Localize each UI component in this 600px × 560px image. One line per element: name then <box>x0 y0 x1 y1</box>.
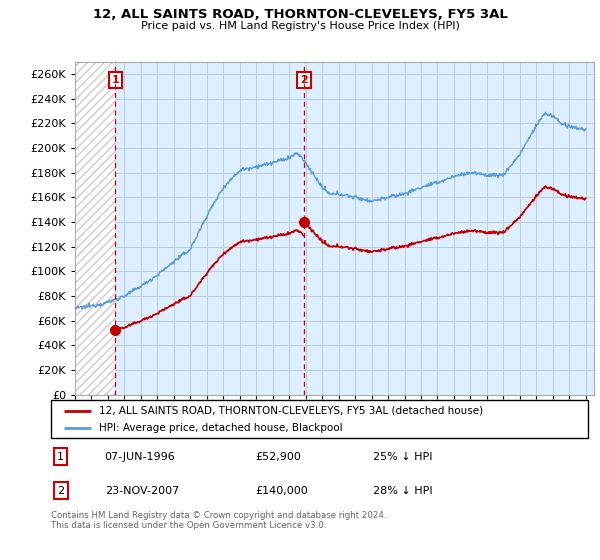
Text: £52,900: £52,900 <box>255 451 301 461</box>
Text: 23-NOV-2007: 23-NOV-2007 <box>105 486 179 496</box>
Text: 28% ↓ HPI: 28% ↓ HPI <box>373 486 433 496</box>
Text: 2: 2 <box>57 486 64 496</box>
FancyBboxPatch shape <box>51 400 588 438</box>
Text: Contains HM Land Registry data © Crown copyright and database right 2024.
This d: Contains HM Land Registry data © Crown c… <box>51 511 386 530</box>
Text: HPI: Average price, detached house, Blackpool: HPI: Average price, detached house, Blac… <box>100 423 343 433</box>
Text: 12, ALL SAINTS ROAD, THORNTON-CLEVELEYS, FY5 3AL: 12, ALL SAINTS ROAD, THORNTON-CLEVELEYS,… <box>92 8 508 21</box>
Text: £140,000: £140,000 <box>255 486 308 496</box>
Text: Price paid vs. HM Land Registry's House Price Index (HPI): Price paid vs. HM Land Registry's House … <box>140 21 460 31</box>
Text: 2: 2 <box>300 75 308 85</box>
Text: 12, ALL SAINTS ROAD, THORNTON-CLEVELEYS, FY5 3AL (detached house): 12, ALL SAINTS ROAD, THORNTON-CLEVELEYS,… <box>100 405 484 416</box>
Text: 1: 1 <box>57 451 64 461</box>
Text: 1: 1 <box>112 75 119 85</box>
Text: 25% ↓ HPI: 25% ↓ HPI <box>373 451 433 461</box>
Bar <box>75 62 115 395</box>
Text: 07-JUN-1996: 07-JUN-1996 <box>105 451 175 461</box>
